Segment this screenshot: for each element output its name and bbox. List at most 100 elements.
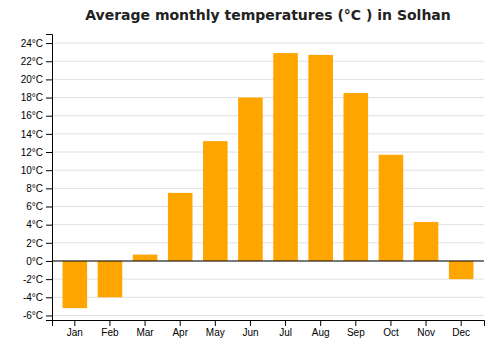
x-tick-mark xyxy=(250,320,251,326)
y-tick-mark xyxy=(46,261,52,262)
x-tick-mark xyxy=(215,320,216,326)
y-tick-label: 8°C xyxy=(26,183,43,194)
x-tick: Sep xyxy=(347,320,365,338)
x-tick-mark xyxy=(109,320,110,326)
y-tick-label: 18°C xyxy=(21,92,43,103)
grid-line xyxy=(52,188,484,189)
x-tick-mark xyxy=(390,320,391,326)
x-tick: May xyxy=(206,320,225,338)
y-tick: 12°C xyxy=(21,147,52,158)
y-tick-mark xyxy=(46,116,52,117)
y-tick: 16°C xyxy=(21,110,52,121)
bar xyxy=(203,141,228,261)
grid-line xyxy=(52,43,484,44)
x-tick-label: Feb xyxy=(101,327,119,338)
bar xyxy=(133,255,158,261)
x-tick-mark xyxy=(320,320,321,326)
x-tick-mark xyxy=(145,320,146,326)
y-axis: -6°C -4°C -2°C 0°C 2°C 4°C 6°C 8°C 10°C 12°C 14°C 1… xyxy=(21,35,53,322)
y-tick-mark xyxy=(46,279,52,280)
y-tick-label: 12°C xyxy=(21,147,43,158)
y-tick: 20°C xyxy=(21,74,52,85)
y-tick-mark xyxy=(46,152,52,153)
y-tick-label: -6°C xyxy=(23,310,43,321)
x-tick-mark xyxy=(426,320,427,326)
x-tick-mark xyxy=(355,320,356,326)
y-tick-label: 14°C xyxy=(21,129,43,140)
bar xyxy=(63,261,88,308)
grid-line xyxy=(52,260,484,261)
y-tick-mark xyxy=(46,134,52,135)
y-tick: 0°C xyxy=(26,256,52,267)
bars xyxy=(63,53,474,308)
y-tick-label: 4°C xyxy=(26,219,43,230)
y-tick: 2°C xyxy=(26,238,52,249)
bar xyxy=(98,261,123,297)
y-tick-mark xyxy=(46,170,52,171)
x-tick-label: Dec xyxy=(452,327,470,338)
y-tick: 10°C xyxy=(21,165,52,176)
x-tick-label: Mar xyxy=(136,327,154,338)
grid-line xyxy=(52,170,484,171)
title: Average monthly temperatures (°C ) in So… xyxy=(85,7,451,23)
y-tick: 6°C xyxy=(26,201,52,212)
x-tick-label: May xyxy=(206,327,225,338)
grid-line xyxy=(52,315,484,316)
grid-line xyxy=(52,133,484,134)
grid-line xyxy=(52,61,484,62)
bar xyxy=(379,155,404,261)
x-axis-line xyxy=(53,321,485,327)
grid xyxy=(52,43,484,315)
y-tick-label: 6°C xyxy=(26,201,43,212)
y-tick: 8°C xyxy=(26,183,52,194)
y-tick-mark xyxy=(46,61,52,62)
bar xyxy=(273,53,298,261)
x-tick: Feb xyxy=(101,320,119,338)
y-tick-mark xyxy=(46,43,52,44)
y-tick-mark xyxy=(46,98,52,99)
x-tick: Jan xyxy=(67,320,83,338)
y-tick-mark xyxy=(46,243,52,244)
x-tick: Jun xyxy=(242,320,258,338)
y-tick-label: 0°C xyxy=(26,256,43,267)
bar xyxy=(168,193,193,261)
x-tick: Mar xyxy=(136,320,154,338)
grid-line xyxy=(52,115,484,116)
x-tick-mark xyxy=(285,320,286,326)
x-tick: Apr xyxy=(172,320,188,338)
x-tick: Oct xyxy=(383,320,399,338)
y-tick-label: -4°C xyxy=(23,292,43,303)
y-tick: 24°C xyxy=(21,38,52,49)
plot-area: -6°C -4°C -2°C 0°C 2°C 4°C 6°C 8°C 10°C 12°C 14°C 1… xyxy=(21,35,485,339)
x-tick-label: Apr xyxy=(172,327,188,338)
x-tick-label: Jan xyxy=(67,327,83,338)
y-tick-label: -2°C xyxy=(23,274,43,285)
y-tick: -6°C xyxy=(23,310,52,321)
y-tick-mark xyxy=(46,297,52,298)
y-tick: -2°C xyxy=(23,274,52,285)
y-axis-line xyxy=(46,35,53,321)
x-tick-label: Jun xyxy=(242,327,258,338)
x-axis: Jan Feb Mar Apr May Jun Jul Aug Sep Oct Nov Dec xyxy=(53,320,485,338)
bar xyxy=(414,222,439,261)
x-tick-mark xyxy=(74,320,75,326)
x-tick: Dec xyxy=(452,320,470,338)
x-tick: Aug xyxy=(312,320,330,338)
y-tick-label: 22°C xyxy=(21,56,43,67)
y-tick: -4°C xyxy=(23,292,52,303)
x-tick-label: Aug xyxy=(312,327,330,338)
zero-line xyxy=(52,260,484,261)
y-tick-mark xyxy=(46,188,52,189)
x-tick-mark xyxy=(461,320,462,326)
x-tick-label: Jul xyxy=(279,327,292,338)
bar xyxy=(344,93,369,261)
y-tick-mark xyxy=(46,79,52,80)
y-tick: 22°C xyxy=(21,56,52,67)
x-tick: Nov xyxy=(417,320,435,338)
y-tick-mark xyxy=(46,225,52,226)
y-tick-label: 24°C xyxy=(21,38,43,49)
y-tick-label: 10°C xyxy=(21,165,43,176)
grid-line xyxy=(52,97,484,98)
y-tick-label: 2°C xyxy=(26,238,43,249)
y-tick-mark xyxy=(46,315,52,316)
